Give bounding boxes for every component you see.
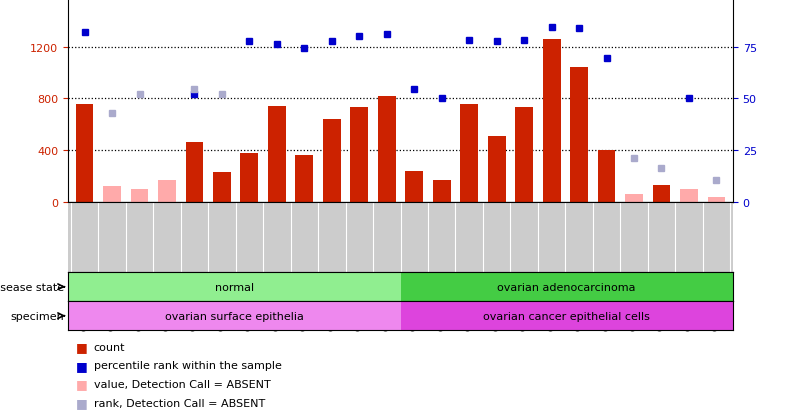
Bar: [542, 40, 561, 202]
Bar: [296, 156, 313, 202]
Bar: [400, 301, 733, 330]
Text: specimen: specimen: [10, 311, 64, 321]
Bar: [131, 190, 148, 202]
Bar: [570, 68, 588, 202]
Bar: [405, 171, 423, 202]
Bar: [103, 187, 121, 202]
Text: value, Detection Call = ABSENT: value, Detection Call = ABSENT: [94, 379, 271, 389]
Bar: [680, 190, 698, 202]
Bar: [158, 180, 176, 202]
Text: ■: ■: [76, 396, 88, 409]
Bar: [625, 195, 643, 202]
Text: ovarian adenocarcinoma: ovarian adenocarcinoma: [497, 282, 636, 292]
Text: ■: ■: [76, 377, 88, 391]
Bar: [213, 173, 231, 202]
Bar: [323, 120, 340, 202]
Bar: [433, 180, 451, 202]
Text: ■: ■: [76, 359, 88, 372]
Text: ovarian cancer epithelial cells: ovarian cancer epithelial cells: [483, 311, 650, 321]
Text: disease state: disease state: [0, 282, 64, 292]
Text: rank, Detection Call = ABSENT: rank, Detection Call = ABSENT: [94, 398, 265, 408]
Text: percentile rank within the sample: percentile rank within the sample: [94, 361, 282, 370]
Text: ovarian surface epithelia: ovarian surface epithelia: [165, 311, 304, 321]
Bar: [186, 143, 203, 202]
Bar: [68, 273, 400, 301]
Bar: [598, 151, 615, 202]
Bar: [378, 97, 396, 202]
Bar: [68, 301, 400, 330]
Bar: [461, 104, 478, 202]
Text: count: count: [94, 342, 125, 352]
Bar: [515, 108, 533, 202]
Text: ■: ■: [76, 340, 88, 354]
Bar: [350, 108, 368, 202]
Bar: [707, 197, 726, 202]
Bar: [488, 137, 505, 202]
Bar: [240, 153, 259, 202]
Bar: [75, 104, 94, 202]
Bar: [268, 107, 286, 202]
Text: normal: normal: [215, 282, 254, 292]
Bar: [653, 185, 670, 202]
Bar: [400, 273, 733, 301]
